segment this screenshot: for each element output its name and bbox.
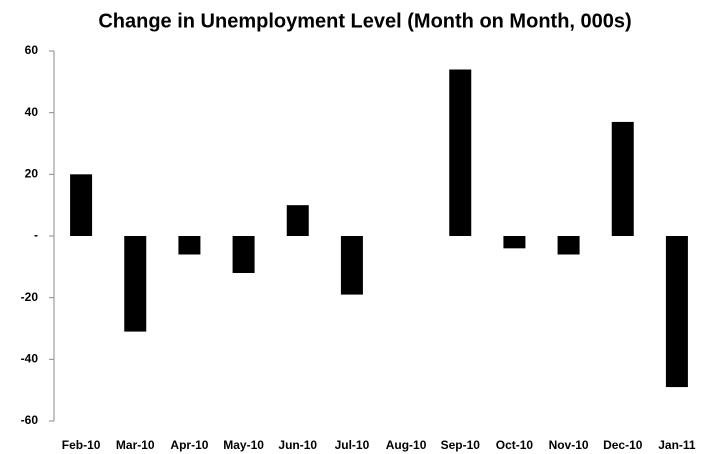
bar xyxy=(70,174,93,236)
x-tick-label: May-10 xyxy=(223,438,264,452)
x-tick-label: Jun-10 xyxy=(278,438,317,452)
x-tick-label: Jan-11 xyxy=(658,438,696,452)
y-tick-label: 40 xyxy=(25,105,39,119)
chart-title: Change in Unemployment Level (Month on M… xyxy=(98,10,631,32)
bar xyxy=(232,236,255,273)
y-tick-label: - xyxy=(34,228,38,242)
bar xyxy=(665,236,688,388)
bar xyxy=(286,205,309,236)
y-tick-label: -60 xyxy=(21,413,39,427)
x-tick-label: Feb-10 xyxy=(62,438,101,452)
x-tick-label: Aug-10 xyxy=(386,438,427,452)
bar xyxy=(124,236,147,332)
y-tick-label: 20 xyxy=(25,167,39,181)
x-tick-label: Dec-10 xyxy=(603,438,643,452)
x-tick-label: Mar-10 xyxy=(116,438,155,452)
bar xyxy=(340,236,363,295)
bar xyxy=(557,236,580,255)
y-tick-label: -20 xyxy=(21,290,39,304)
x-tick-label: Nov-10 xyxy=(549,438,589,452)
x-tick-label: Sep-10 xyxy=(441,438,481,452)
y-tick-label: 60 xyxy=(25,43,39,57)
bar xyxy=(449,69,472,236)
bar xyxy=(503,236,526,249)
x-tick-label: Jul-10 xyxy=(335,438,370,452)
bar xyxy=(178,236,201,255)
y-tick-label: -40 xyxy=(21,352,39,366)
bar xyxy=(611,121,634,236)
x-tick-label: Apr-10 xyxy=(170,438,208,452)
x-tick-label: Oct-10 xyxy=(496,438,534,452)
